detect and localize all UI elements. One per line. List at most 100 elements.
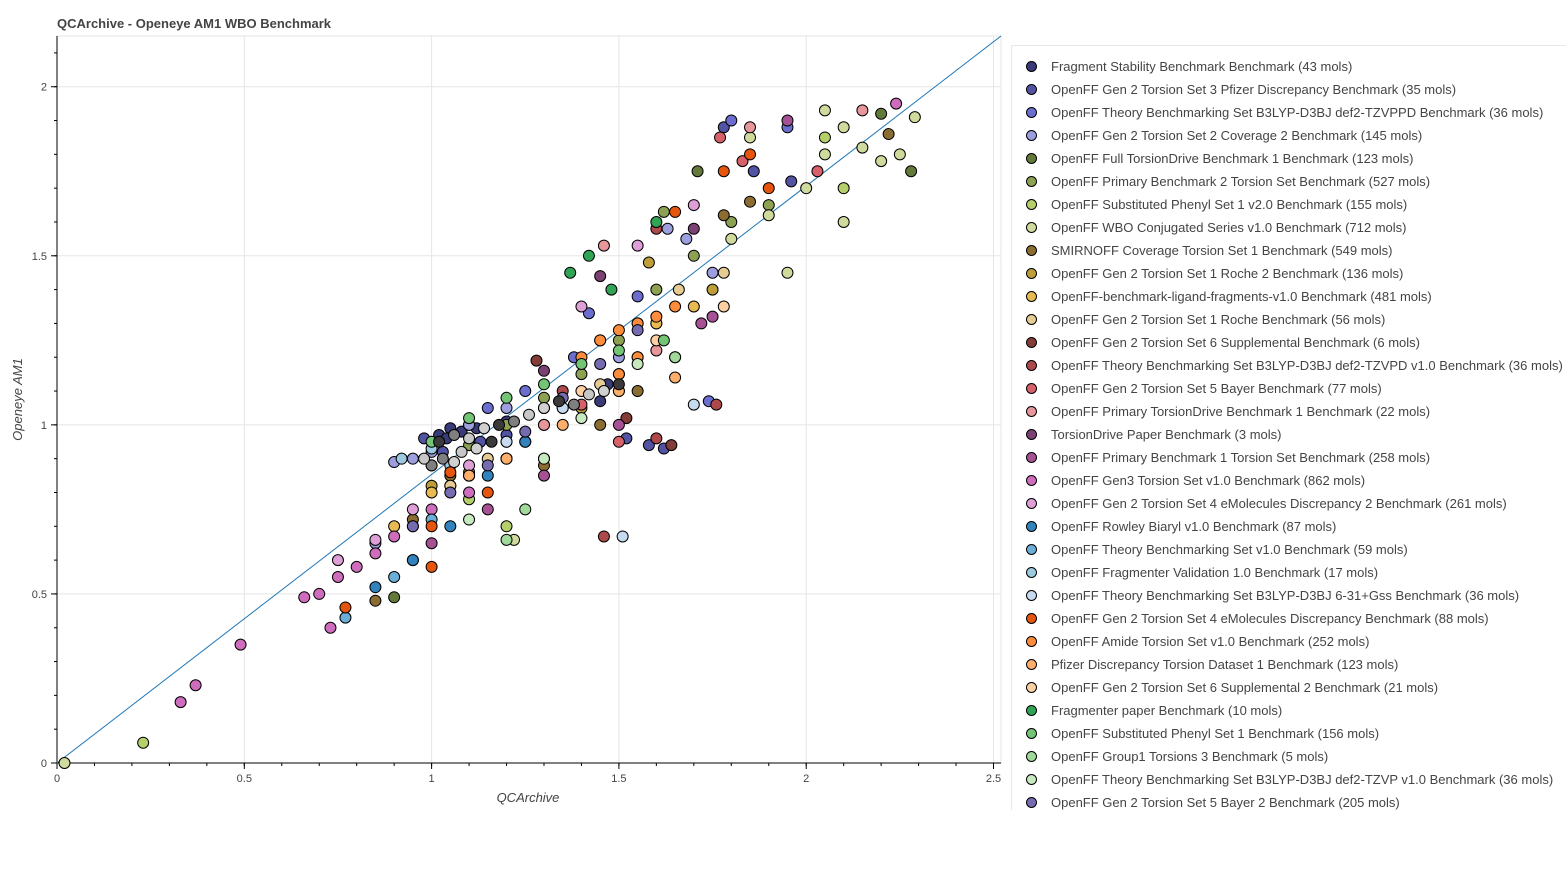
legend-item[interactable]: OpenFF Primary Benchmark 1 Torsion Set B… [1012, 446, 1430, 469]
data-point [500, 391, 513, 404]
legend-item[interactable]: OpenFF-benchmark-ligand-fragments-v1.0 B… [1012, 285, 1432, 308]
data-point [657, 205, 670, 218]
legend-label: OpenFF Rowley Biaryl v1.0 Benchmark (87 … [1051, 519, 1337, 534]
legend-item[interactable]: OpenFF Gen 2 Torsion Set 6 Supplemental … [1012, 676, 1438, 699]
legend-item[interactable]: Fragment Stability Benchmark Benchmark (… [1012, 55, 1352, 78]
legend-item[interactable]: OpenFF Theory Benchmarking Set B3LYP-D3B… [1012, 354, 1563, 377]
data-point [744, 131, 757, 144]
data-point [706, 266, 719, 279]
data-point [837, 121, 850, 134]
legend-item[interactable]: OpenFF Gen 2 Torsion Set 1 Roche 2 Bench… [1012, 262, 1403, 285]
data-point [582, 249, 595, 262]
data-point [650, 344, 663, 357]
data-point [575, 412, 588, 425]
data-point [650, 432, 663, 445]
legend-item[interactable]: OpenFF Gen 2 Torsion Set 1 Roche Benchma… [1012, 308, 1385, 331]
legend-item[interactable]: OpenFF Gen 2 Torsion Set 5 Bayer 2 Bench… [1012, 791, 1400, 810]
legend-swatch [1026, 383, 1037, 394]
legend-item[interactable]: OpenFF Theory Benchmarking Set v1.0 Benc… [1012, 538, 1408, 561]
legend-label: OpenFF Primary TorsionDrive Benchmark 1 … [1051, 404, 1431, 419]
data-point [650, 283, 663, 296]
data-point [612, 378, 625, 391]
legend-item[interactable]: Fragmenter paper Benchmark (10 mols) [1012, 699, 1282, 722]
data-point [612, 368, 625, 381]
y-tick-label: 2 [41, 82, 47, 94]
legend-item[interactable]: OpenFF Group1 Torsions 3 Benchmark (5 mo… [1012, 745, 1328, 768]
data-point [552, 395, 565, 408]
data-point [695, 317, 708, 330]
legend-label: OpenFF Theory Benchmarking Set B3LYP-D3B… [1051, 588, 1520, 603]
legend-label: OpenFF Substituted Phenyl Set 1 v2.0 Ben… [1051, 197, 1408, 212]
y-tick-label: 1.5 [32, 251, 47, 263]
data-point [500, 533, 513, 546]
data-point [537, 401, 550, 414]
legend-item[interactable]: OpenFF Rowley Biaryl v1.0 Benchmark (87 … [1012, 515, 1336, 538]
data-point [575, 357, 588, 370]
legend-item[interactable]: TorsionDrive Paper Benchmark (3 mols) [1012, 423, 1281, 446]
legend-item[interactable]: SMIRNOFF Coverage Torsion Set 1 Benchmar… [1012, 239, 1393, 262]
legend-swatch [1026, 61, 1037, 72]
data-point [523, 408, 535, 421]
legend-item[interactable]: OpenFF Gen 2 Torsion Set 4 eMolecules Di… [1012, 607, 1489, 630]
legend-item[interactable]: OpenFF Fragmenter Validation 1.0 Benchma… [1012, 561, 1378, 584]
legend-item[interactable]: OpenFF Amide Torsion Set v1.0 Benchmark … [1012, 630, 1369, 653]
data-point [485, 435, 498, 448]
legend-item[interactable]: OpenFF Gen 2 Torsion Set 6 Supplemental … [1012, 331, 1420, 354]
data-point [631, 385, 644, 398]
data-point [519, 503, 532, 516]
data-point [856, 141, 869, 154]
legend-swatch [1026, 797, 1037, 808]
data-point [500, 520, 513, 533]
legend-label: OpenFF Theory Benchmarking Set B3LYP-D3B… [1051, 772, 1554, 787]
legend-item[interactable]: OpenFF Substituted Phenyl Set 1 Benchmar… [1012, 722, 1379, 745]
data-point [893, 148, 906, 161]
legend-swatch [1026, 452, 1037, 463]
data-point [425, 520, 438, 533]
data-point [875, 155, 888, 168]
data-point [463, 486, 476, 499]
legend-item[interactable]: OpenFF Gen3 Torsion Set v1.0 Benchmark (… [1012, 469, 1365, 492]
data-point [537, 364, 550, 377]
y-tick-label: 0.5 [32, 589, 47, 601]
legend-swatch [1026, 291, 1037, 302]
legend-item[interactable]: OpenFF Gen 2 Torsion Set 2 Coverage 2 Be… [1012, 124, 1422, 147]
legend-item[interactable]: OpenFF Full TorsionDrive Benchmark 1 Ben… [1012, 147, 1413, 170]
data-point [189, 679, 202, 692]
data-point [137, 736, 150, 749]
data-point [500, 452, 513, 465]
data-point [594, 357, 607, 370]
legend-item[interactable]: OpenFF Theory Benchmarking Set B3LYP-D3B… [1012, 584, 1519, 607]
data-point [339, 611, 352, 624]
data-point [661, 222, 674, 235]
data-points [58, 97, 921, 769]
legend-item[interactable]: OpenFF WBO Conjugated Series v1.0 Benchm… [1012, 216, 1406, 239]
data-point [478, 422, 491, 435]
data-point [470, 442, 483, 455]
y-tick-label: 1 [41, 420, 47, 432]
data-point [744, 148, 757, 161]
data-point [612, 435, 625, 448]
legend-item[interactable]: Pfizer Discrepancy Torsion Dataset 1 Ben… [1012, 653, 1398, 676]
legend-label: OpenFF Gen 2 Torsion Set 3 Pfizer Discre… [1051, 82, 1457, 97]
legend-item[interactable]: OpenFF Gen 2 Torsion Set 5 Bayer Benchma… [1012, 377, 1382, 400]
legend-swatch [1026, 475, 1037, 486]
data-point [762, 182, 775, 195]
legend-item[interactable]: OpenFF Substituted Phenyl Set 1 v2.0 Ben… [1012, 193, 1407, 216]
legend-label: OpenFF Gen 2 Torsion Set 5 Bayer Benchma… [1051, 381, 1382, 396]
data-point [818, 104, 831, 117]
legend-item[interactable]: OpenFF Gen 2 Torsion Set 4 eMolecules Di… [1012, 492, 1507, 515]
legend-item[interactable]: OpenFF Theory Benchmarking Set B3LYP-D3B… [1012, 768, 1553, 791]
data-point [680, 232, 693, 245]
legend[interactable]: Fragment Stability Benchmark Benchmark (… [1011, 45, 1566, 810]
data-point [481, 459, 494, 472]
legend-item[interactable]: OpenFF Primary Benchmark 2 Torsion Set B… [1012, 170, 1430, 193]
data-point [594, 395, 607, 408]
x-tick-label: 2 [803, 773, 809, 785]
data-point [500, 401, 513, 414]
legend-item[interactable]: OpenFF Theory Benchmarking Set B3LYP-D3B… [1012, 101, 1543, 124]
legend-item[interactable]: OpenFF Primary TorsionDrive Benchmark 1 … [1012, 400, 1430, 423]
data-point [665, 439, 678, 452]
scatter-plot[interactable]: 0 0.5 1 1.5 2 2.5 0 0.5 1 1.5 2 QCArchive Openeye … [0, 0, 1010, 881]
data-point [369, 533, 382, 546]
legend-item[interactable]: OpenFF Gen 2 Torsion Set 3 Pfizer Discre… [1012, 78, 1456, 101]
